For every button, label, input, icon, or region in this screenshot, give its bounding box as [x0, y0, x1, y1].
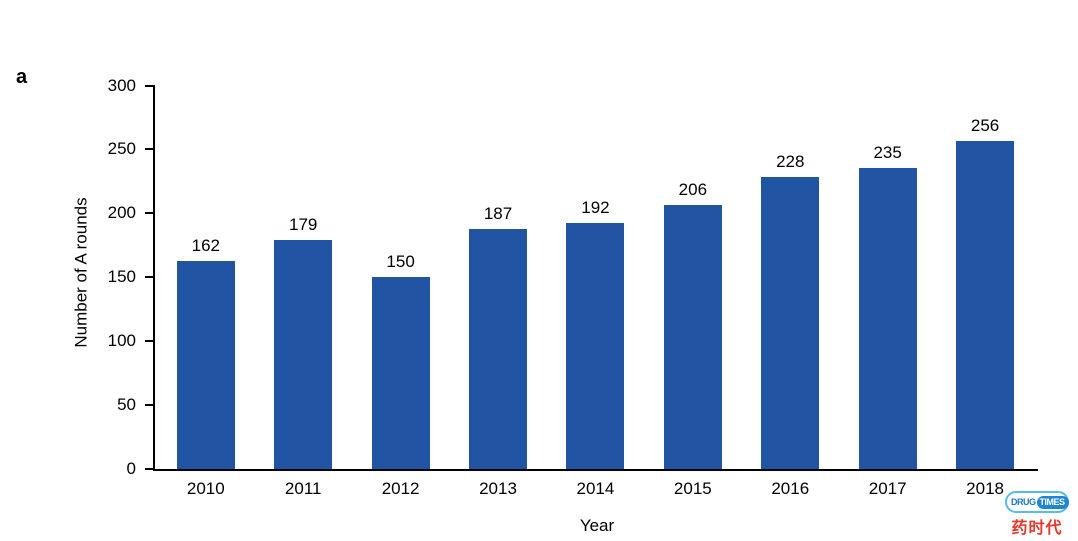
- x-axis-line: [152, 468, 1038, 471]
- y-tick-mark: [145, 276, 153, 279]
- x-tick-label: 2013: [479, 479, 517, 498]
- y-tick-label: 150: [107, 267, 136, 287]
- x-tick-label: 2017: [868, 479, 907, 498]
- y-tick-label: 250: [107, 139, 136, 159]
- y-tick-label: 0: [126, 459, 136, 478]
- bar-2010: [176, 261, 235, 470]
- y-tick-mark: [145, 468, 153, 470]
- bar-2014: [566, 223, 625, 470]
- bar-2011: [274, 239, 333, 470]
- y-tick-mark: [145, 404, 153, 407]
- x-tick-label: 2010: [186, 479, 225, 498]
- x-tick-label: 2016: [771, 479, 810, 498]
- bar-value-label: 206: [678, 180, 708, 200]
- x-tick-label: 2012: [381, 479, 420, 498]
- logo-chinese-text: 药时代: [1011, 520, 1063, 537]
- y-tick-mark: [145, 340, 153, 343]
- bar-2012: [371, 276, 430, 470]
- bar-value-label: 192: [581, 198, 610, 218]
- x-axis-title: Year: [579, 516, 615, 535]
- y-tick-label: 50: [117, 395, 136, 415]
- y-tick-mark: [145, 84, 153, 87]
- x-tick-label: 2014: [576, 479, 615, 498]
- x-tick-label: 2011: [284, 479, 322, 498]
- x-tick-label: 2015: [673, 479, 712, 498]
- logo-times-badge: TIMES: [1036, 495, 1069, 509]
- bar-value-label: 150: [386, 251, 415, 271]
- bar-2013: [469, 229, 528, 470]
- bar-value-label: 179: [289, 214, 318, 234]
- y-axis-line: [152, 85, 155, 470]
- y-tick-label: 300: [107, 75, 136, 95]
- bar-2015: [663, 205, 722, 470]
- bar-2017: [858, 168, 917, 470]
- logo-drug-text: DRUG: [1011, 497, 1036, 507]
- bar-value-label: 235: [873, 143, 902, 163]
- bar-value-label: 162: [191, 236, 220, 256]
- drugtimes-logo-pill: DRUG TIMES: [1005, 491, 1069, 513]
- drugtimes-logo: DRUG TIMES 药时代: [1005, 491, 1071, 538]
- x-tick-label: 2018: [966, 479, 1004, 498]
- y-tick-mark: [145, 148, 153, 151]
- bar-value-label: 256: [970, 116, 1000, 136]
- bar-value-label: 187: [483, 204, 513, 224]
- bar-2016: [761, 177, 820, 470]
- y-tick-label: 200: [107, 203, 136, 223]
- y-tick-mark: [145, 212, 153, 215]
- y-tick-label: 100: [107, 331, 136, 351]
- panel-label: a: [16, 66, 28, 88]
- bar-2018: [956, 141, 1015, 470]
- bar-value-label: 228: [776, 152, 805, 172]
